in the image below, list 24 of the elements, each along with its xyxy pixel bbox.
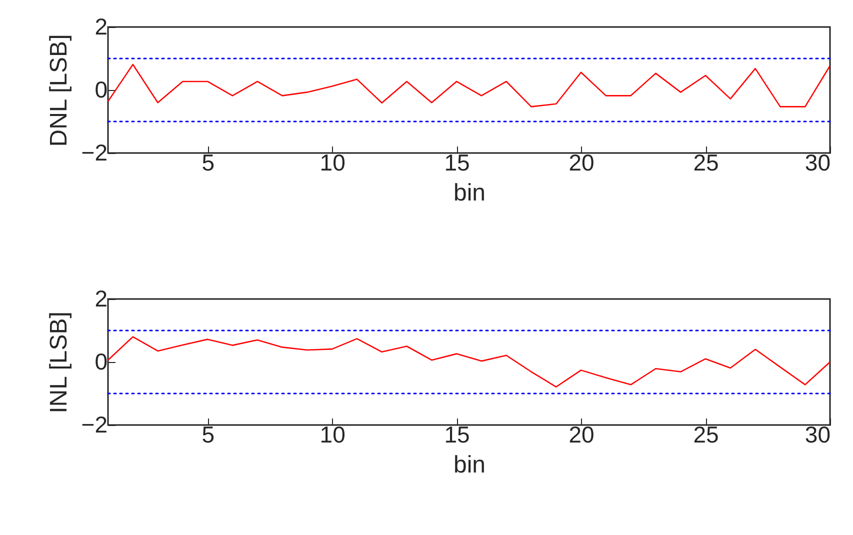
x-tick-label: 30: [804, 150, 830, 176]
y-tick-label: 0: [94, 348, 108, 374]
x-tick-label: 20: [568, 150, 594, 176]
x-tick-label: 30: [804, 422, 830, 448]
x-tick-label: 15: [444, 150, 470, 176]
x-tick-label: 25: [693, 150, 719, 176]
y-axis-title: INL [LSB]: [45, 312, 72, 414]
x-tick-label: 15: [444, 422, 470, 448]
line-series: [107, 336, 831, 388]
line-series: [107, 64, 831, 108]
x-tick-label: 25: [693, 422, 719, 448]
x-tick-label: 20: [568, 422, 594, 448]
y-axis-title: DNL [LSB]: [45, 34, 72, 147]
x-axis-title: bin: [453, 452, 486, 478]
x-tick-label: 5: [202, 422, 214, 448]
y-tick-label: 2: [94, 286, 108, 312]
x-tick-label: 10: [320, 422, 346, 448]
x-tick-label: 10: [320, 150, 346, 176]
x-tick-label: 5: [202, 150, 214, 176]
y-tick-label: 2: [94, 14, 108, 40]
y-tick-label: −2: [81, 412, 108, 438]
x-axis-title: bin: [453, 180, 486, 206]
y-tick-label: 0: [94, 76, 108, 102]
y-tick-label: −2: [81, 140, 108, 166]
